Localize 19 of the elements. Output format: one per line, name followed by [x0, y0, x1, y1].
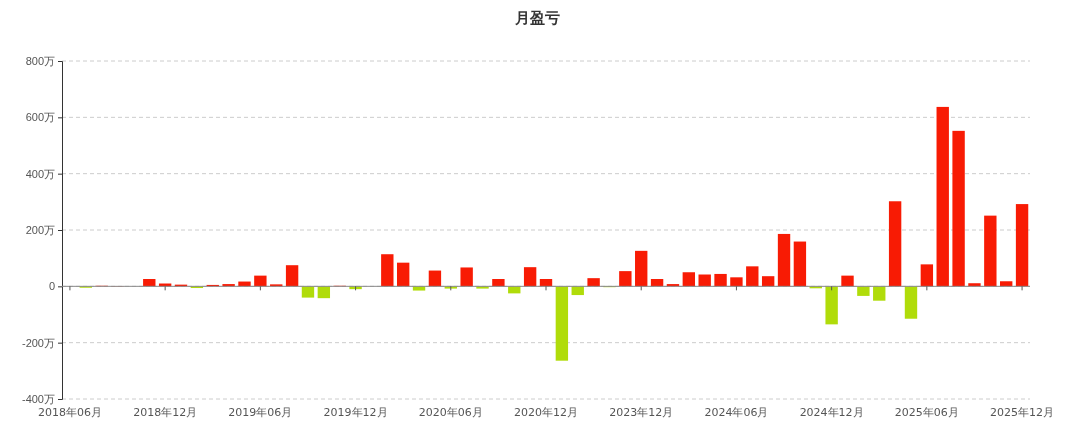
x-tick-label: 2019年12月 — [323, 406, 388, 419]
y-tick-label: 600万 — [25, 111, 55, 124]
x-tick-label: 2024年06月 — [704, 406, 769, 419]
x-tick-label: 2024年12月 — [799, 406, 864, 419]
y-tick-label: -400万 — [21, 393, 55, 406]
x-tick-label: 2018年12月 — [133, 406, 198, 419]
x-tick-label: 2025年12月 — [990, 406, 1055, 419]
y-tick-label: -200万 — [21, 336, 55, 349]
y-tick-label: 800万 — [25, 55, 55, 68]
y-tick-label: 200万 — [25, 224, 55, 237]
x-tick-label: 2020年12月 — [514, 406, 578, 419]
x-tick-label: 2020年06月 — [418, 406, 483, 419]
x-tick-label: 2023年12月 — [609, 406, 674, 419]
y-tick-label: 400万 — [25, 167, 55, 180]
x-tick-label: 2019年06月 — [228, 406, 293, 419]
chart-title: 月盈亏 — [514, 9, 560, 27]
y-tick-label: 0 — [48, 280, 55, 293]
x-tick-label: 2018年06月 — [37, 406, 102, 419]
x-tick-label: 2025年06月 — [894, 406, 959, 419]
